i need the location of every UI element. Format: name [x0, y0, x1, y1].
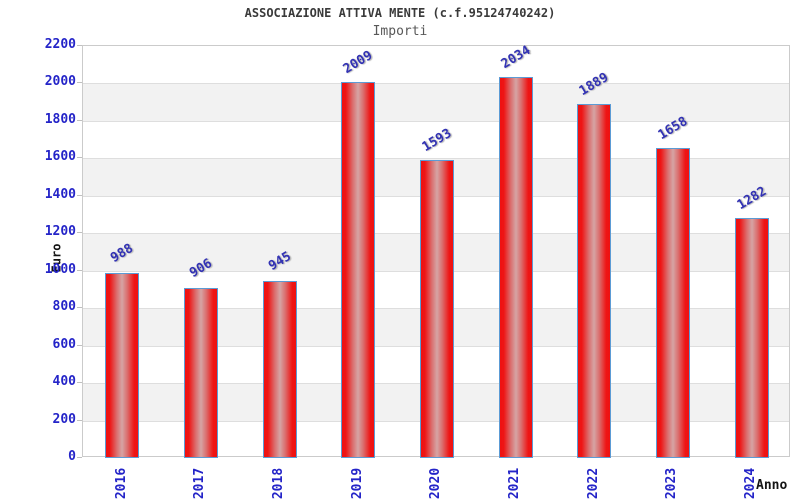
chart-title: ASSOCIAZIONE ATTIVA MENTE (c.f.951247402… — [244, 6, 556, 20]
x-tick-label: 2020 — [416, 461, 456, 500]
x-tick-label: 2021 — [495, 461, 535, 500]
x-tick-label-text: 2024 — [743, 467, 759, 499]
y-tick-mark — [77, 194, 82, 196]
x-tick-label: 2022 — [573, 461, 613, 500]
y-tick-mark — [77, 382, 82, 384]
x-tick-label-text: 2023 — [664, 467, 680, 499]
y-tick-label: 1800 — [44, 111, 76, 127]
bar — [420, 159, 454, 458]
y-tick-label: 1200 — [44, 224, 76, 240]
chart-subtitle: Importi — [372, 24, 428, 39]
x-tick-label-text: 2020 — [428, 467, 444, 499]
bar — [656, 147, 690, 458]
bar — [262, 281, 297, 458]
y-tick-mark — [77, 419, 82, 421]
gridline — [83, 158, 789, 160]
x-tick-label: 2016 — [101, 461, 141, 500]
plot-band — [83, 83, 789, 121]
y-tick-label: 200 — [52, 411, 76, 427]
x-axis-title: Anno — [756, 478, 788, 493]
x-tick-label: 2018 — [259, 461, 299, 500]
y-tick-mark — [77, 45, 82, 46]
plot-band — [83, 46, 789, 83]
y-tick-mark — [77, 269, 82, 271]
y-tick-mark — [77, 307, 82, 309]
y-tick-mark — [77, 119, 82, 121]
x-tick-label: 2019 — [337, 461, 377, 500]
y-tick-label: 1000 — [44, 261, 76, 277]
x-tick-label-text: 2018 — [271, 467, 287, 499]
bar — [341, 81, 376, 458]
y-tick-label: 2000 — [44, 74, 76, 90]
x-tick-label-text: 2021 — [507, 467, 523, 499]
y-tick-label: 1400 — [44, 186, 76, 202]
bar — [184, 288, 218, 458]
bar — [577, 104, 612, 458]
y-tick-mark — [77, 157, 82, 159]
y-tick-mark — [77, 82, 82, 84]
bar — [498, 77, 533, 458]
y-tick-label: 2200 — [44, 37, 76, 52]
x-tick-label-text: 2022 — [585, 467, 601, 499]
y-tick-label: 400 — [52, 374, 76, 390]
gridline — [83, 83, 789, 85]
x-tick-label: 2023 — [652, 461, 692, 500]
gridline — [83, 120, 789, 122]
y-tick-mark — [77, 232, 82, 234]
x-tick-label-text: 2016 — [113, 467, 129, 499]
y-tick-mark — [77, 344, 82, 346]
bar — [105, 272, 140, 458]
x-tick-label: 2017 — [180, 461, 220, 500]
x-tick-label: 2024 — [731, 461, 771, 500]
bar — [734, 217, 769, 458]
plot-area: 988 906 945 2009 1593 2034 1889 1658 1282 — [82, 43, 790, 458]
y-tick-label: 800 — [52, 299, 76, 315]
y-tick-label: 0 — [68, 449, 76, 464]
y-tick-mark — [77, 457, 82, 458]
y-tick-label: 1600 — [44, 149, 76, 165]
x-tick-label-text: 2017 — [192, 467, 208, 499]
x-tick-label-text: 2019 — [349, 467, 365, 499]
y-tick-label: 600 — [52, 336, 76, 352]
